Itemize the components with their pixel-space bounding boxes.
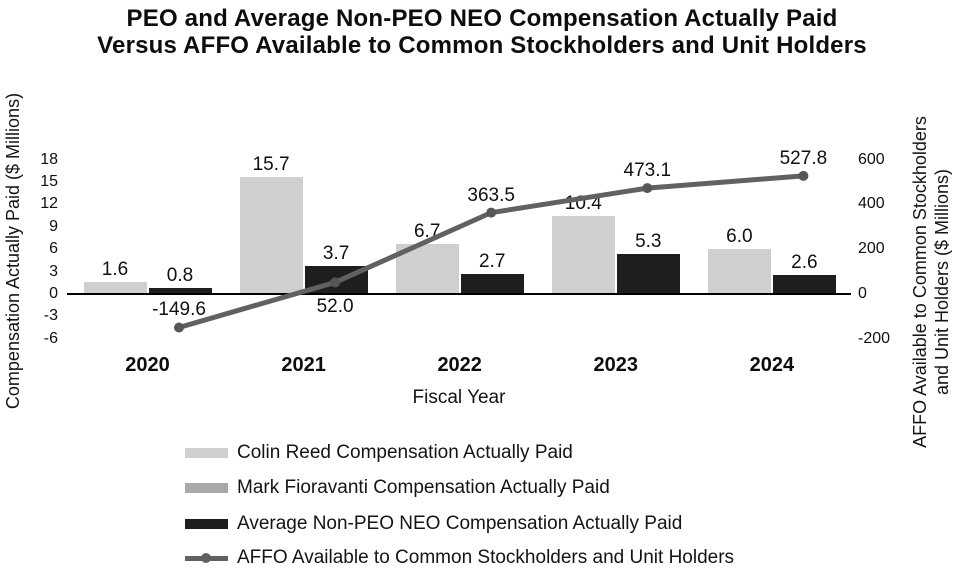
legend-item-3: AFFO Available to Common Stockholders an… <box>185 547 734 569</box>
bar-label-neo-2020: 0.8 <box>166 265 194 287</box>
right-axis-tick-200: 200 <box>858 240 885 258</box>
bar-label-peo-2020: 1.6 <box>101 259 129 281</box>
bar-neo-2021 <box>304 266 368 294</box>
left-axis-tick--3: -3 <box>43 307 58 325</box>
affo-marker-2023 <box>642 183 653 194</box>
legend-bar-swatch-icon <box>185 519 228 529</box>
line-label-2021: 52.0 <box>316 296 354 318</box>
x-tick-2021: 2021 <box>281 354 326 376</box>
left-axis-tick-0: 0 <box>49 285 58 302</box>
bar-peo-2020 <box>83 282 147 294</box>
chart-title-line1: PEO and Average Non-PEO NEO Compensation… <box>126 5 838 32</box>
x-axis-line <box>67 293 851 295</box>
bar-label-peo-2021: 15.7 <box>252 153 290 175</box>
left-axis-tick-6: 6 <box>49 240 58 258</box>
bar-peo-2021 <box>239 176 303 294</box>
legend-bar-swatch-icon <box>185 483 228 493</box>
legend-item-0: Colin Reed Compensation Actually Paid <box>185 442 573 464</box>
affo-marker-2022 <box>486 207 497 218</box>
bar-neo-2022 <box>460 273 524 294</box>
bar-peo-2024 <box>707 249 771 294</box>
affo-marker-2024 <box>798 170 809 181</box>
x-tick-2023: 2023 <box>593 354 639 376</box>
left-axis-tick--6: -6 <box>43 329 58 347</box>
bar-neo-2024 <box>772 274 836 294</box>
right-axis-tick-400: 400 <box>858 195 885 213</box>
x-axis-title: Fiscal Year <box>412 387 506 408</box>
legend-item-2: Average Non-PEO NEO Compensation Actuall… <box>185 513 682 535</box>
line-label-2020: -149.6 <box>152 299 206 321</box>
bar-label-neo-2024: 2.6 <box>791 251 818 273</box>
bar-peo-2023 <box>551 216 615 294</box>
bar-neo-2023 <box>616 254 680 294</box>
line-label-2022: 363.5 <box>467 184 515 206</box>
legend-bar-swatch-icon <box>185 448 228 458</box>
left-axis-tick-15: 15 <box>40 173 58 191</box>
legend-label: Colin Reed Compensation Actually Paid <box>237 442 573 463</box>
right-axis-tick-0: 0 <box>858 285 867 302</box>
legend-item-1: Mark Fioravanti Compensation Actually Pa… <box>185 477 610 499</box>
chart-title: PEO and Average Non-PEO NEO Compensation… <box>0 5 964 59</box>
right-axis-tick--200: -200 <box>858 329 891 347</box>
x-tick-2022: 2022 <box>437 354 482 376</box>
right-axis-title-line2: and Unit Holders ($ Millions) <box>932 168 952 396</box>
left-axis-tick-12: 12 <box>40 195 58 213</box>
right-axis-title-line1: AFFO Available to Common Stockholders <box>910 116 930 448</box>
line-label-2023: 473.1 <box>623 160 672 182</box>
legend-label: Average Non-PEO NEO Compensation Actuall… <box>237 513 683 534</box>
bar-label-neo-2023: 5.3 <box>635 231 662 253</box>
bar-label-peo-2024: 6.0 <box>726 226 753 248</box>
line-label-2024: 527.8 <box>779 147 828 169</box>
right-axis-title: AFFO Available to Common Stockholders an… <box>909 52 953 512</box>
legend-label: Mark Fioravanti Compensation Actually Pa… <box>237 477 610 498</box>
left-axis-tick-3: 3 <box>49 262 58 280</box>
x-tick-2024: 2024 <box>749 354 795 376</box>
bar-label-neo-2022: 2.7 <box>478 250 506 272</box>
bar-label-peo-2023: 10.4 <box>564 193 602 215</box>
x-tick-2020: 2020 <box>125 354 170 376</box>
legend-line-swatch-icon <box>185 553 228 563</box>
legend-label: AFFO Available to Common Stockholders an… <box>237 547 735 568</box>
affo-marker-2020 <box>174 322 184 333</box>
bar-label-neo-2021: 3.7 <box>322 243 350 265</box>
left-axis-tick-18: 18 <box>40 150 58 168</box>
bar-peo-2022 <box>395 244 459 294</box>
bar-label-peo-2022: 6.7 <box>413 221 441 243</box>
left-axis-tick-9: 9 <box>49 217 58 235</box>
right-axis-tick-600: 600 <box>858 150 885 168</box>
chart-title-line2: Versus AFFO Available to Common Stockhol… <box>97 32 867 59</box>
